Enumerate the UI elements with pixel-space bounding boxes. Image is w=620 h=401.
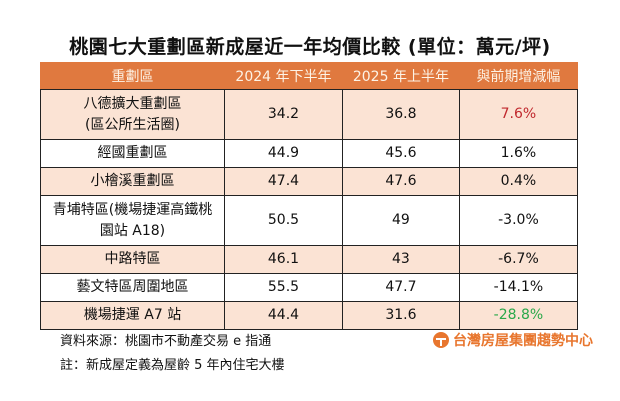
district-name: 小檜溪重劃區 — [90, 173, 175, 189]
district-name: 青埔特區(機場捷運高鐵桃 — [52, 201, 213, 218]
logo: 台灣房屋集團趨勢中心 — [432, 330, 593, 350]
price-2024h2-cell: 44.4 — [224, 301, 343, 330]
district-cell: 小檜溪重劃區 — [39, 167, 226, 196]
district-cell: 經國重劃區 — [39, 139, 226, 168]
district-name: 機場捷運 A7 站 — [83, 307, 182, 323]
price-2025h1-cell: 45.6 — [341, 139, 460, 168]
price-table: 重劃區 2024 年下半年 2025 年上半年 與前期增減幅 八德擴大重劃區 (區公所生… — [39, 62, 579, 330]
price-2024h2-cell: 50.5 — [224, 195, 343, 246]
price-2024h2-cell: 55.5 — [224, 273, 343, 302]
logo-text: 台灣房屋集團趨勢中心 — [453, 333, 593, 349]
price-2025h1-cell: 36.8 — [341, 89, 460, 140]
column-header: 重劃區 — [39, 62, 226, 90]
district-cell: 青埔特區(機場捷運高鐵桃 園站 A18) — [39, 195, 226, 246]
price-2025h1-cell: 31.6 — [341, 301, 460, 330]
district-cell: 中路特區 — [39, 245, 226, 274]
change-cell: -28.8% — [458, 301, 579, 330]
table-header: 重劃區 2024 年下半年 2025 年上半年 與前期增減幅 — [39, 62, 579, 90]
change-cell: 1.6% — [458, 139, 579, 168]
table-row: 青埔特區(機場捷運高鐵桃 園站 A18) 50.5 49 -3.0% — [39, 195, 579, 246]
district-cell: 八德擴大重劃區 (區公所生活圈) — [39, 89, 226, 140]
district-name: 經國重劃區 — [97, 145, 168, 161]
table-row: 小檜溪重劃區 47.4 47.6 0.4% — [39, 167, 579, 196]
table-row: 中路特區 46.1 43 -6.7% — [39, 245, 579, 274]
column-header: 2025 年上半年 — [341, 62, 460, 90]
change-cell: -3.0% — [458, 195, 579, 246]
price-2025h1-cell: 47.7 — [341, 273, 460, 302]
price-2024h2-cell: 44.9 — [224, 139, 343, 168]
definition-note: 註：新成屋定義為屋齡 5 年內住宅大樓 — [60, 358, 285, 373]
district-cell: 機場捷運 A7 站 — [39, 301, 226, 330]
change-cell: -6.7% — [458, 245, 579, 274]
source-note: 資料來源：桃園市不動產交易 e 指通 — [60, 334, 272, 349]
district-name: 中路特區 — [104, 251, 161, 267]
change-cell: 7.6% — [458, 89, 579, 140]
district-name: 藝文特區周圍地區 — [76, 279, 189, 295]
table-row: 八德擴大重劃區 (區公所生活圈) 34.2 36.8 7.6% — [39, 89, 579, 140]
table-row: 經國重劃區 44.9 45.6 1.6% — [39, 139, 579, 168]
table-row: 藝文特區周圍地區 55.5 47.7 -14.1% — [39, 273, 579, 302]
table-row: 機場捷運 A7 站 44.4 31.6 -28.8% — [39, 301, 579, 330]
district-name: (區公所生活圈) — [85, 116, 180, 133]
district-cell: 藝文特區周圍地區 — [39, 273, 226, 302]
district-name: 八德擴大重劃區 — [83, 95, 182, 112]
column-header: 2024 年下半年 — [224, 62, 343, 90]
district-name: 園站 A18) — [99, 222, 166, 239]
change-cell: -14.1% — [458, 273, 579, 302]
price-2025h1-cell: 47.6 — [341, 167, 460, 196]
price-2024h2-cell: 47.4 — [224, 167, 343, 196]
price-2025h1-cell: 49 — [341, 195, 460, 246]
price-2024h2-cell: 34.2 — [224, 89, 343, 140]
column-header: 與前期增減幅 — [458, 62, 579, 90]
logo-icon — [433, 332, 449, 348]
price-2024h2-cell: 46.1 — [224, 245, 343, 274]
price-2025h1-cell: 43 — [341, 245, 460, 274]
change-cell: 0.4% — [458, 167, 579, 196]
page-title: 桃園七大重劃區新成屋近一年均價比較 (單位：萬元/坪) — [69, 36, 551, 58]
